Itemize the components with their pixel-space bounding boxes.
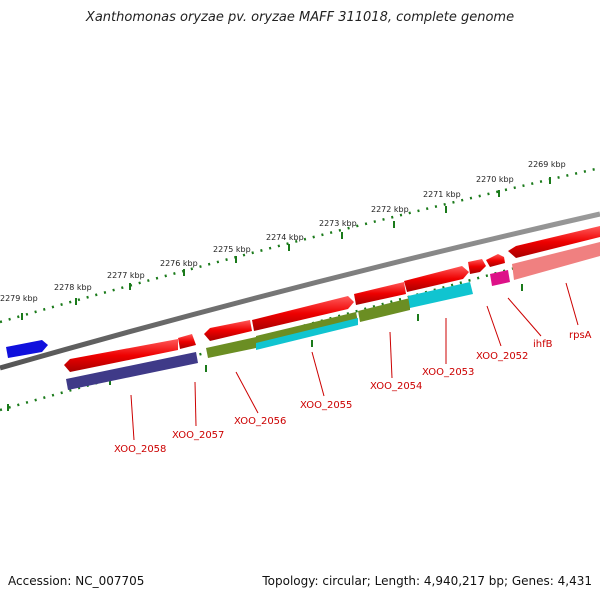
- blue-block: [6, 340, 48, 358]
- gene-arrow: [252, 296, 354, 331]
- olive-block: [358, 298, 410, 322]
- scale-label: 2278 kbp: [54, 283, 92, 292]
- genome-backbone: [0, 211, 600, 371]
- gene-arrow: [486, 254, 505, 267]
- gene-arrow: [468, 259, 486, 274]
- scale-label: 2277 kbp: [107, 271, 145, 280]
- gene-label: ihfB: [533, 339, 553, 350]
- gene-arrows: [64, 226, 600, 372]
- magenta-block: [490, 270, 510, 286]
- scale-label: 2279 kbp: [0, 294, 38, 303]
- scale-label: 2274 kbp: [266, 233, 304, 242]
- leader-line: [507, 297, 542, 337]
- cyan-block: [408, 282, 473, 308]
- gene-label: rpsA: [569, 330, 592, 341]
- leader-line: [389, 331, 393, 379]
- gene-label: XOO_2056: [234, 416, 286, 427]
- gene-label: XOO_2055: [300, 400, 352, 411]
- leader-line: [235, 371, 259, 414]
- gene-label: XOO_2054: [370, 381, 422, 392]
- scale-label: 2272 kbp: [371, 205, 409, 214]
- gene-arrow: [508, 226, 600, 258]
- scale-label: 2271 kbp: [423, 190, 461, 199]
- topology-label: Topology: circular; Length: 4,940,217 bp…: [262, 574, 592, 588]
- scale-label: 2270 kbp: [476, 175, 514, 184]
- leader-line: [130, 394, 135, 441]
- label-leaders: [130, 282, 579, 441]
- cyan-block: [256, 318, 358, 350]
- scale-label: 2275 kbp: [213, 245, 251, 254]
- gene-label: XOO_2057: [172, 430, 224, 441]
- gene-label: XOO_2053: [422, 367, 474, 378]
- accession-label: Accession: NC_007705: [8, 574, 145, 588]
- scale-label: 2269 kbp: [528, 160, 566, 169]
- gene-arrow: [64, 339, 178, 372]
- leader-line: [194, 381, 197, 427]
- gene-label: XOO_2052: [476, 351, 528, 362]
- feature-blocks: [6, 242, 600, 390]
- scale-ticks: [7, 177, 551, 411]
- scale-label: 2276 kbp: [160, 259, 198, 268]
- olive-block: [206, 337, 256, 358]
- gene-arrow: [354, 282, 406, 305]
- gene-arrow: [404, 266, 469, 292]
- gene-labels: XOO_2058 XOO_2057 XOO_2056 XOO_2055 XOO_…: [114, 330, 592, 455]
- gene-label: XOO_2058: [114, 444, 166, 455]
- scale-track-upper: [0, 166, 600, 324]
- purple-block: [66, 352, 198, 390]
- gene-arrow: [204, 320, 252, 341]
- page-title: Xanthomonas oryzae pv. oryzae MAFF 31101…: [85, 10, 515, 25]
- gene-arrow: [178, 334, 196, 349]
- leader-line: [486, 305, 502, 347]
- scale-label: 2273 kbp: [319, 219, 357, 228]
- scale-labels: 2279 kbp 2278 kbp 2277 kbp 2276 kbp 2275…: [0, 160, 566, 303]
- pink-block: [512, 242, 600, 280]
- leader-line: [311, 351, 325, 397]
- leader-line: [565, 282, 579, 326]
